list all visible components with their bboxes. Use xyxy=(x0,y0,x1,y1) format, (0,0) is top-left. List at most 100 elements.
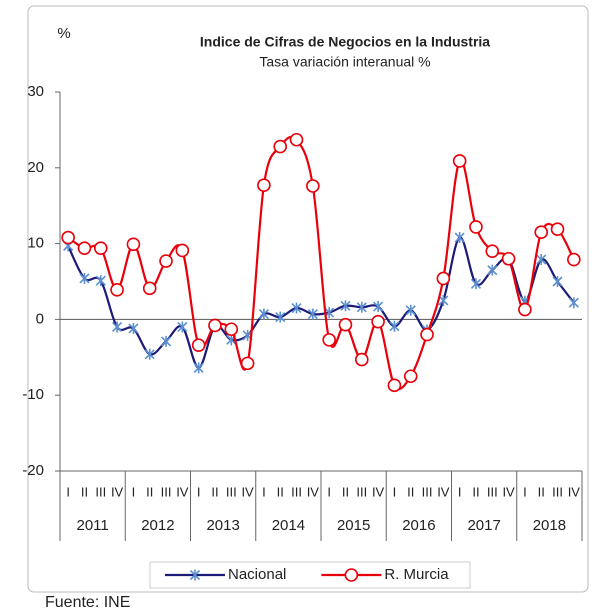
x-tick-label: III xyxy=(226,484,237,499)
marker xyxy=(61,230,75,245)
series-line xyxy=(67,135,575,391)
marker xyxy=(93,241,108,255)
y-tick-label: 20 xyxy=(27,159,44,176)
marker xyxy=(258,308,269,320)
marker xyxy=(240,356,255,371)
x-tick-label: IV xyxy=(241,484,254,499)
marker xyxy=(485,244,500,258)
marker xyxy=(438,294,449,306)
y-tick-label: 10 xyxy=(27,235,44,252)
legend-box xyxy=(149,561,471,589)
marker xyxy=(289,132,304,147)
marker xyxy=(224,322,239,337)
y-tick-label: -20 xyxy=(22,462,44,479)
marker xyxy=(550,222,565,236)
marker xyxy=(79,272,90,284)
marker xyxy=(436,271,451,286)
year-label: 2013 xyxy=(206,517,239,534)
x-tick-label: II xyxy=(472,484,479,499)
marker xyxy=(354,352,369,367)
legend-label: Nacional xyxy=(228,566,286,583)
marker xyxy=(389,320,400,332)
marker xyxy=(344,568,359,582)
marker xyxy=(567,252,581,267)
marker xyxy=(144,348,155,360)
marker xyxy=(257,178,271,193)
x-tick-label: III xyxy=(291,484,302,499)
marker xyxy=(387,378,402,393)
marker xyxy=(193,362,204,374)
x-tick-label: III xyxy=(95,484,106,499)
x-tick-label: III xyxy=(161,484,172,499)
marker xyxy=(77,241,92,255)
marker xyxy=(340,300,351,312)
marker xyxy=(518,302,532,317)
marker xyxy=(454,232,465,244)
chart-title: Indice de Cifras de Negocios en la Indus… xyxy=(200,34,490,50)
marker xyxy=(159,254,173,268)
marker xyxy=(568,297,579,309)
marker xyxy=(160,335,172,347)
x-tick-label: II xyxy=(538,484,545,499)
marker xyxy=(403,369,418,384)
x-tick-label: III xyxy=(487,484,498,499)
y-tick-label: 0 xyxy=(36,310,44,327)
marker xyxy=(208,318,222,333)
x-tick-label: I xyxy=(327,484,331,499)
marker xyxy=(291,302,302,314)
x-tick-label: IV xyxy=(568,484,581,499)
x-tick-label: II xyxy=(81,484,88,499)
marker xyxy=(175,243,190,258)
marker xyxy=(552,276,563,287)
source: Fuente: INE xyxy=(45,594,130,611)
x-tick-label: IV xyxy=(437,484,450,499)
x-tick-label: II xyxy=(211,484,218,499)
marker xyxy=(534,225,549,240)
x-tick-label: III xyxy=(422,484,433,499)
marker xyxy=(128,322,139,334)
x-tick-label: II xyxy=(277,484,284,499)
chart-frame xyxy=(27,5,589,593)
y-tick-label: 30 xyxy=(27,83,44,100)
marker xyxy=(306,179,320,193)
y-axis-label: % xyxy=(57,25,70,42)
x-tick-label: IV xyxy=(502,484,515,499)
x-tick-label: IV xyxy=(111,484,124,499)
year-label: 2018 xyxy=(533,517,566,534)
x-tick-label: IV xyxy=(372,484,385,499)
year-label: 2011 xyxy=(76,517,108,534)
marker xyxy=(307,308,318,320)
marker xyxy=(405,304,416,316)
marker xyxy=(322,333,336,347)
marker xyxy=(356,301,367,313)
marker xyxy=(470,278,482,290)
marker xyxy=(452,154,467,168)
x-tick-label: II xyxy=(146,484,153,499)
marker xyxy=(191,338,206,352)
marker xyxy=(112,321,123,333)
marker xyxy=(95,275,106,287)
x-tick-label: I xyxy=(197,484,201,499)
x-tick-label: I xyxy=(393,484,397,499)
x-tick-label: I xyxy=(66,484,70,499)
marker xyxy=(275,311,286,323)
marker xyxy=(142,281,157,296)
legend-label: R. Murcia xyxy=(384,566,449,583)
year-label: 2017 xyxy=(467,517,500,534)
marker xyxy=(373,301,384,313)
year-label: 2015 xyxy=(337,517,370,534)
marker xyxy=(110,283,124,297)
marker xyxy=(420,327,434,342)
x-tick-label: III xyxy=(356,484,367,499)
x-tick-label: III xyxy=(552,484,563,499)
marker xyxy=(536,254,547,266)
marker xyxy=(177,321,188,333)
marker xyxy=(501,251,516,266)
marker xyxy=(273,139,288,154)
chart-subtitle: Tasa variación interanual % xyxy=(259,54,430,70)
marker xyxy=(487,264,498,276)
x-tick-label: IV xyxy=(176,484,189,499)
marker xyxy=(338,317,353,332)
x-tick-label: I xyxy=(132,484,136,499)
